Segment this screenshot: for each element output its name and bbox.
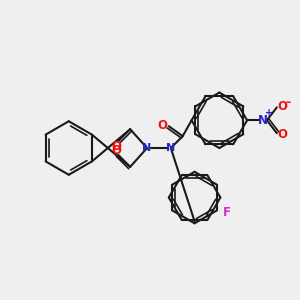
Text: O: O bbox=[157, 119, 167, 132]
Text: O: O bbox=[111, 140, 121, 152]
Text: O: O bbox=[111, 143, 121, 157]
Text: F: F bbox=[223, 206, 231, 219]
Text: N: N bbox=[258, 114, 268, 127]
Text: O: O bbox=[278, 128, 288, 141]
Text: O: O bbox=[278, 100, 288, 113]
Text: N: N bbox=[142, 143, 152, 153]
Text: +: + bbox=[265, 108, 273, 118]
Text: -: - bbox=[285, 96, 290, 109]
Text: N: N bbox=[166, 143, 176, 153]
